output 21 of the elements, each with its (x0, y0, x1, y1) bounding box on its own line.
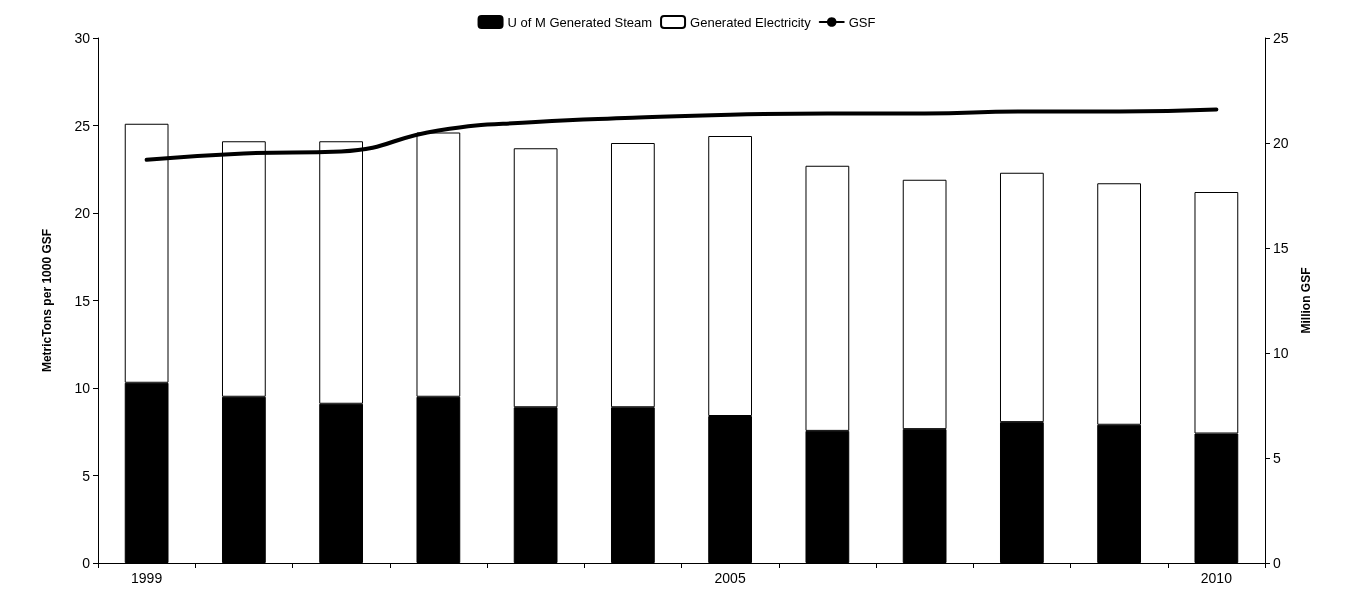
y2-tick-label: 0 (1273, 555, 1281, 571)
x-tick-label: 2010 (1200, 570, 1233, 586)
y-tick-label: 30 (74, 30, 91, 46)
y2-tick-label: 25 (1273, 30, 1289, 46)
y-tick-label: 20 (74, 205, 91, 221)
x-tick-label: 1999 (131, 570, 163, 586)
legend-label: Generated Electricity (690, 14, 812, 30)
y-tick-label: 0 (82, 555, 91, 571)
y2-tick-label: 5 (1273, 450, 1281, 466)
y2-tick-label: 20 (1273, 135, 1289, 151)
y2-tick-label: 10 (1273, 345, 1289, 361)
y-tick-label: 15 (74, 292, 91, 309)
legend-label: GSF (848, 14, 876, 30)
legend-label: U of M Generated Steam (507, 14, 653, 30)
y-tick-label: 5 (82, 467, 91, 484)
y2-tick-label: 15 (1273, 240, 1289, 256)
y-axis-title: MetricTons per 1000 GSF (40, 228, 54, 373)
y-tick-label: 25 (74, 117, 91, 134)
y-tick-label: 10 (74, 380, 91, 396)
x-tick-label: 2005 (714, 570, 746, 586)
y2-axis-title: Million GSF (1299, 267, 1313, 334)
